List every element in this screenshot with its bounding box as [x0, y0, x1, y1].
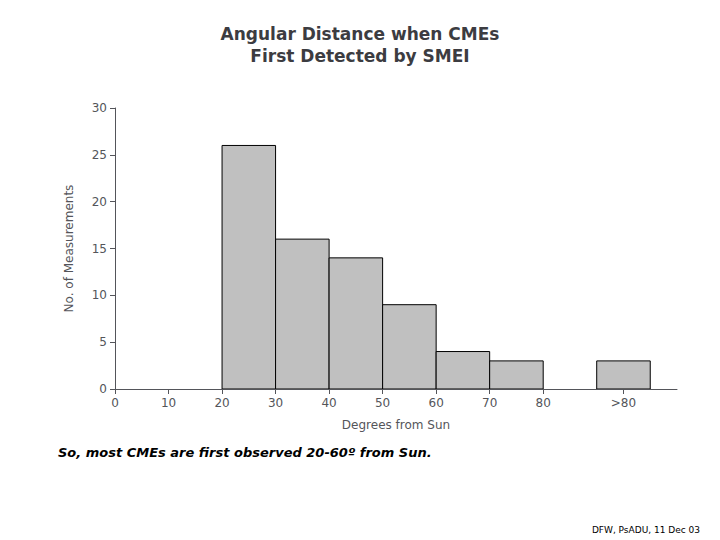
svg-text:>80: >80 [611, 396, 636, 410]
svg-text:60: 60 [429, 396, 444, 410]
svg-text:20: 20 [214, 396, 229, 410]
svg-text:50: 50 [375, 396, 390, 410]
svg-text:First Detected by SMEI: First Detected by SMEI [250, 46, 469, 66]
svg-text:70: 70 [482, 396, 497, 410]
svg-text:0: 0 [111, 396, 119, 410]
svg-text:80: 80 [536, 396, 551, 410]
svg-text:No. of Measurements: No. of Measurements [62, 185, 76, 313]
svg-text:15: 15 [92, 242, 107, 256]
svg-text:So, most CMEs are first observ: So, most CMEs are first observed 20-60º … [58, 445, 432, 460]
svg-text:30: 30 [92, 101, 107, 115]
svg-text:0: 0 [99, 382, 107, 396]
svg-text:Degrees from Sun: Degrees from Sun [342, 418, 450, 432]
svg-text:DFW, PsADU, 11 Dec 03: DFW, PsADU, 11 Dec 03 [592, 525, 700, 535]
svg-text:10: 10 [161, 396, 176, 410]
svg-text:20: 20 [92, 195, 107, 209]
svg-text:10: 10 [92, 288, 107, 302]
svg-text:30: 30 [268, 396, 283, 410]
svg-text:25: 25 [92, 148, 107, 162]
svg-text:5: 5 [99, 335, 107, 349]
svg-text:40: 40 [321, 396, 336, 410]
svg-text:Angular Distance when CMEs: Angular Distance when CMEs [221, 24, 500, 44]
